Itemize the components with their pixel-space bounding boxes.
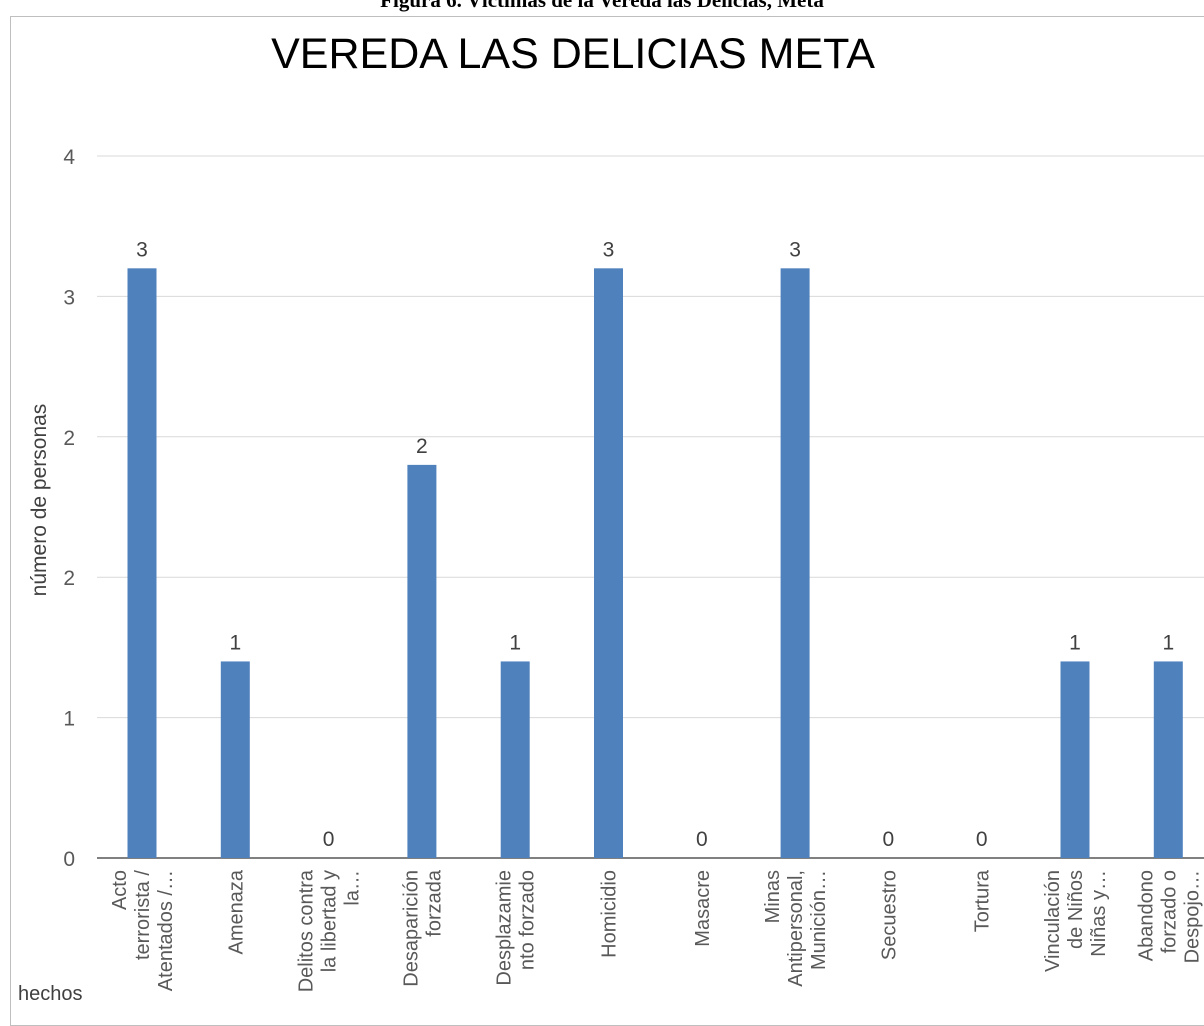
bar: [1153, 661, 1183, 858]
x-tick-label: Desaparición forzada: [400, 869, 445, 987]
x-tick-label: Acto terrorista / Atentados /…: [109, 870, 177, 992]
data-label: 1: [1069, 631, 1081, 654]
data-label: 1: [229, 631, 241, 654]
data-labels: 3 1 0 2 1 3 0 3 0 0 1 1: [136, 238, 1174, 851]
x-tick-label-line: Secuestro: [878, 870, 900, 960]
x-tick-label-line: Despojo…: [1181, 870, 1203, 963]
data-label: 1: [509, 631, 521, 654]
y-tick-label: 2: [63, 427, 75, 450]
x-tick-label-line: Desplazamie: [494, 870, 516, 986]
bar: [407, 464, 437, 858]
bar: [127, 268, 157, 858]
x-tick-label: Homicidio: [599, 870, 621, 958]
x-tick-label-line: Atentados /…: [155, 870, 177, 991]
bar: [780, 268, 810, 858]
x-tick-label: Tortura: [972, 869, 994, 932]
y-axis-label: número de personas: [28, 403, 51, 597]
x-tick-label-line: Vinculación: [1042, 870, 1064, 972]
x-tick-label-line: Masacre: [692, 870, 714, 947]
x-tick-label-line: Munición…: [808, 870, 830, 970]
data-label: 1: [1162, 631, 1174, 654]
x-tick-label-line: la libertad y: [319, 870, 341, 972]
data-label: 3: [603, 238, 615, 261]
bar: [220, 661, 250, 858]
y-tick-label: 3: [63, 286, 75, 309]
x-tick-label: Secuestro: [878, 870, 900, 960]
x-tick-label-line: Homicidio: [599, 870, 621, 958]
x-tick-label-line: Tortura: [972, 869, 994, 932]
x-tick-label-line: Amenaza: [225, 869, 247, 954]
x-tick-label: Delitos contra la libertad y la…: [296, 869, 364, 992]
x-axis-label: hechos: [18, 983, 83, 1005]
bar: [500, 661, 530, 858]
y-tick-label: 0: [63, 848, 75, 871]
y-tick-label: 1: [63, 708, 75, 731]
data-label: 0: [976, 828, 988, 851]
y-tick-label: 2: [63, 567, 75, 590]
x-tick-label-line: Desaparición: [400, 870, 422, 987]
data-label: 0: [696, 828, 708, 851]
x-tick-label: Masacre: [692, 870, 714, 947]
x-tick-label-line: la…: [342, 870, 364, 906]
x-tick-label-line: forzado o: [1158, 870, 1180, 953]
data-label: 3: [789, 238, 801, 261]
x-tick-label-line: Niñas y…: [1088, 870, 1110, 957]
x-tick-label-line: de Niños: [1065, 870, 1087, 949]
y-axis-ticks: 0 1 2 2 3 4: [63, 146, 75, 871]
y-tick-label: 4: [63, 146, 75, 169]
chart-title: VEREDA LAS DELICIAS META: [271, 30, 875, 78]
data-label: 0: [323, 828, 335, 851]
x-tick-label-line: nto forzado: [517, 870, 539, 970]
x-tick-label-line: Delitos contra: [296, 869, 318, 992]
data-label: 2: [416, 435, 428, 458]
x-tick-label-line: terrorista /: [132, 870, 154, 960]
x-tick-label-line: Acto: [109, 870, 131, 910]
data-label: 0: [883, 828, 895, 851]
x-tick-label-line: Abandono: [1135, 870, 1157, 961]
gridlines: [97, 155, 1204, 859]
figure-caption: Figura 6. Víctimas de la Vereda las Deli…: [380, 0, 824, 12]
data-label: 3: [136, 238, 148, 261]
x-tick-label: Amenaza: [225, 869, 247, 954]
x-axis-ticks: Acto terrorista / Atentados /… Amenaza Delit…: [109, 869, 1203, 992]
x-tick-label-line: forzada: [423, 869, 445, 937]
bar: [1060, 661, 1090, 858]
x-tick-label: Desplazamie nto forzado: [494, 870, 539, 986]
bars: [127, 268, 1183, 858]
x-tick-label: Minas Antipersonal, Munición…: [762, 870, 830, 987]
bar: [594, 268, 623, 858]
x-tick-label-line: Minas: [762, 870, 784, 923]
x-tick-label: Vinculación de Niños Niñas y…: [1042, 870, 1110, 972]
x-tick-label: Abandono forzado o Despojo…: [1135, 870, 1203, 963]
x-tick-label-line: Antipersonal,: [785, 870, 807, 987]
